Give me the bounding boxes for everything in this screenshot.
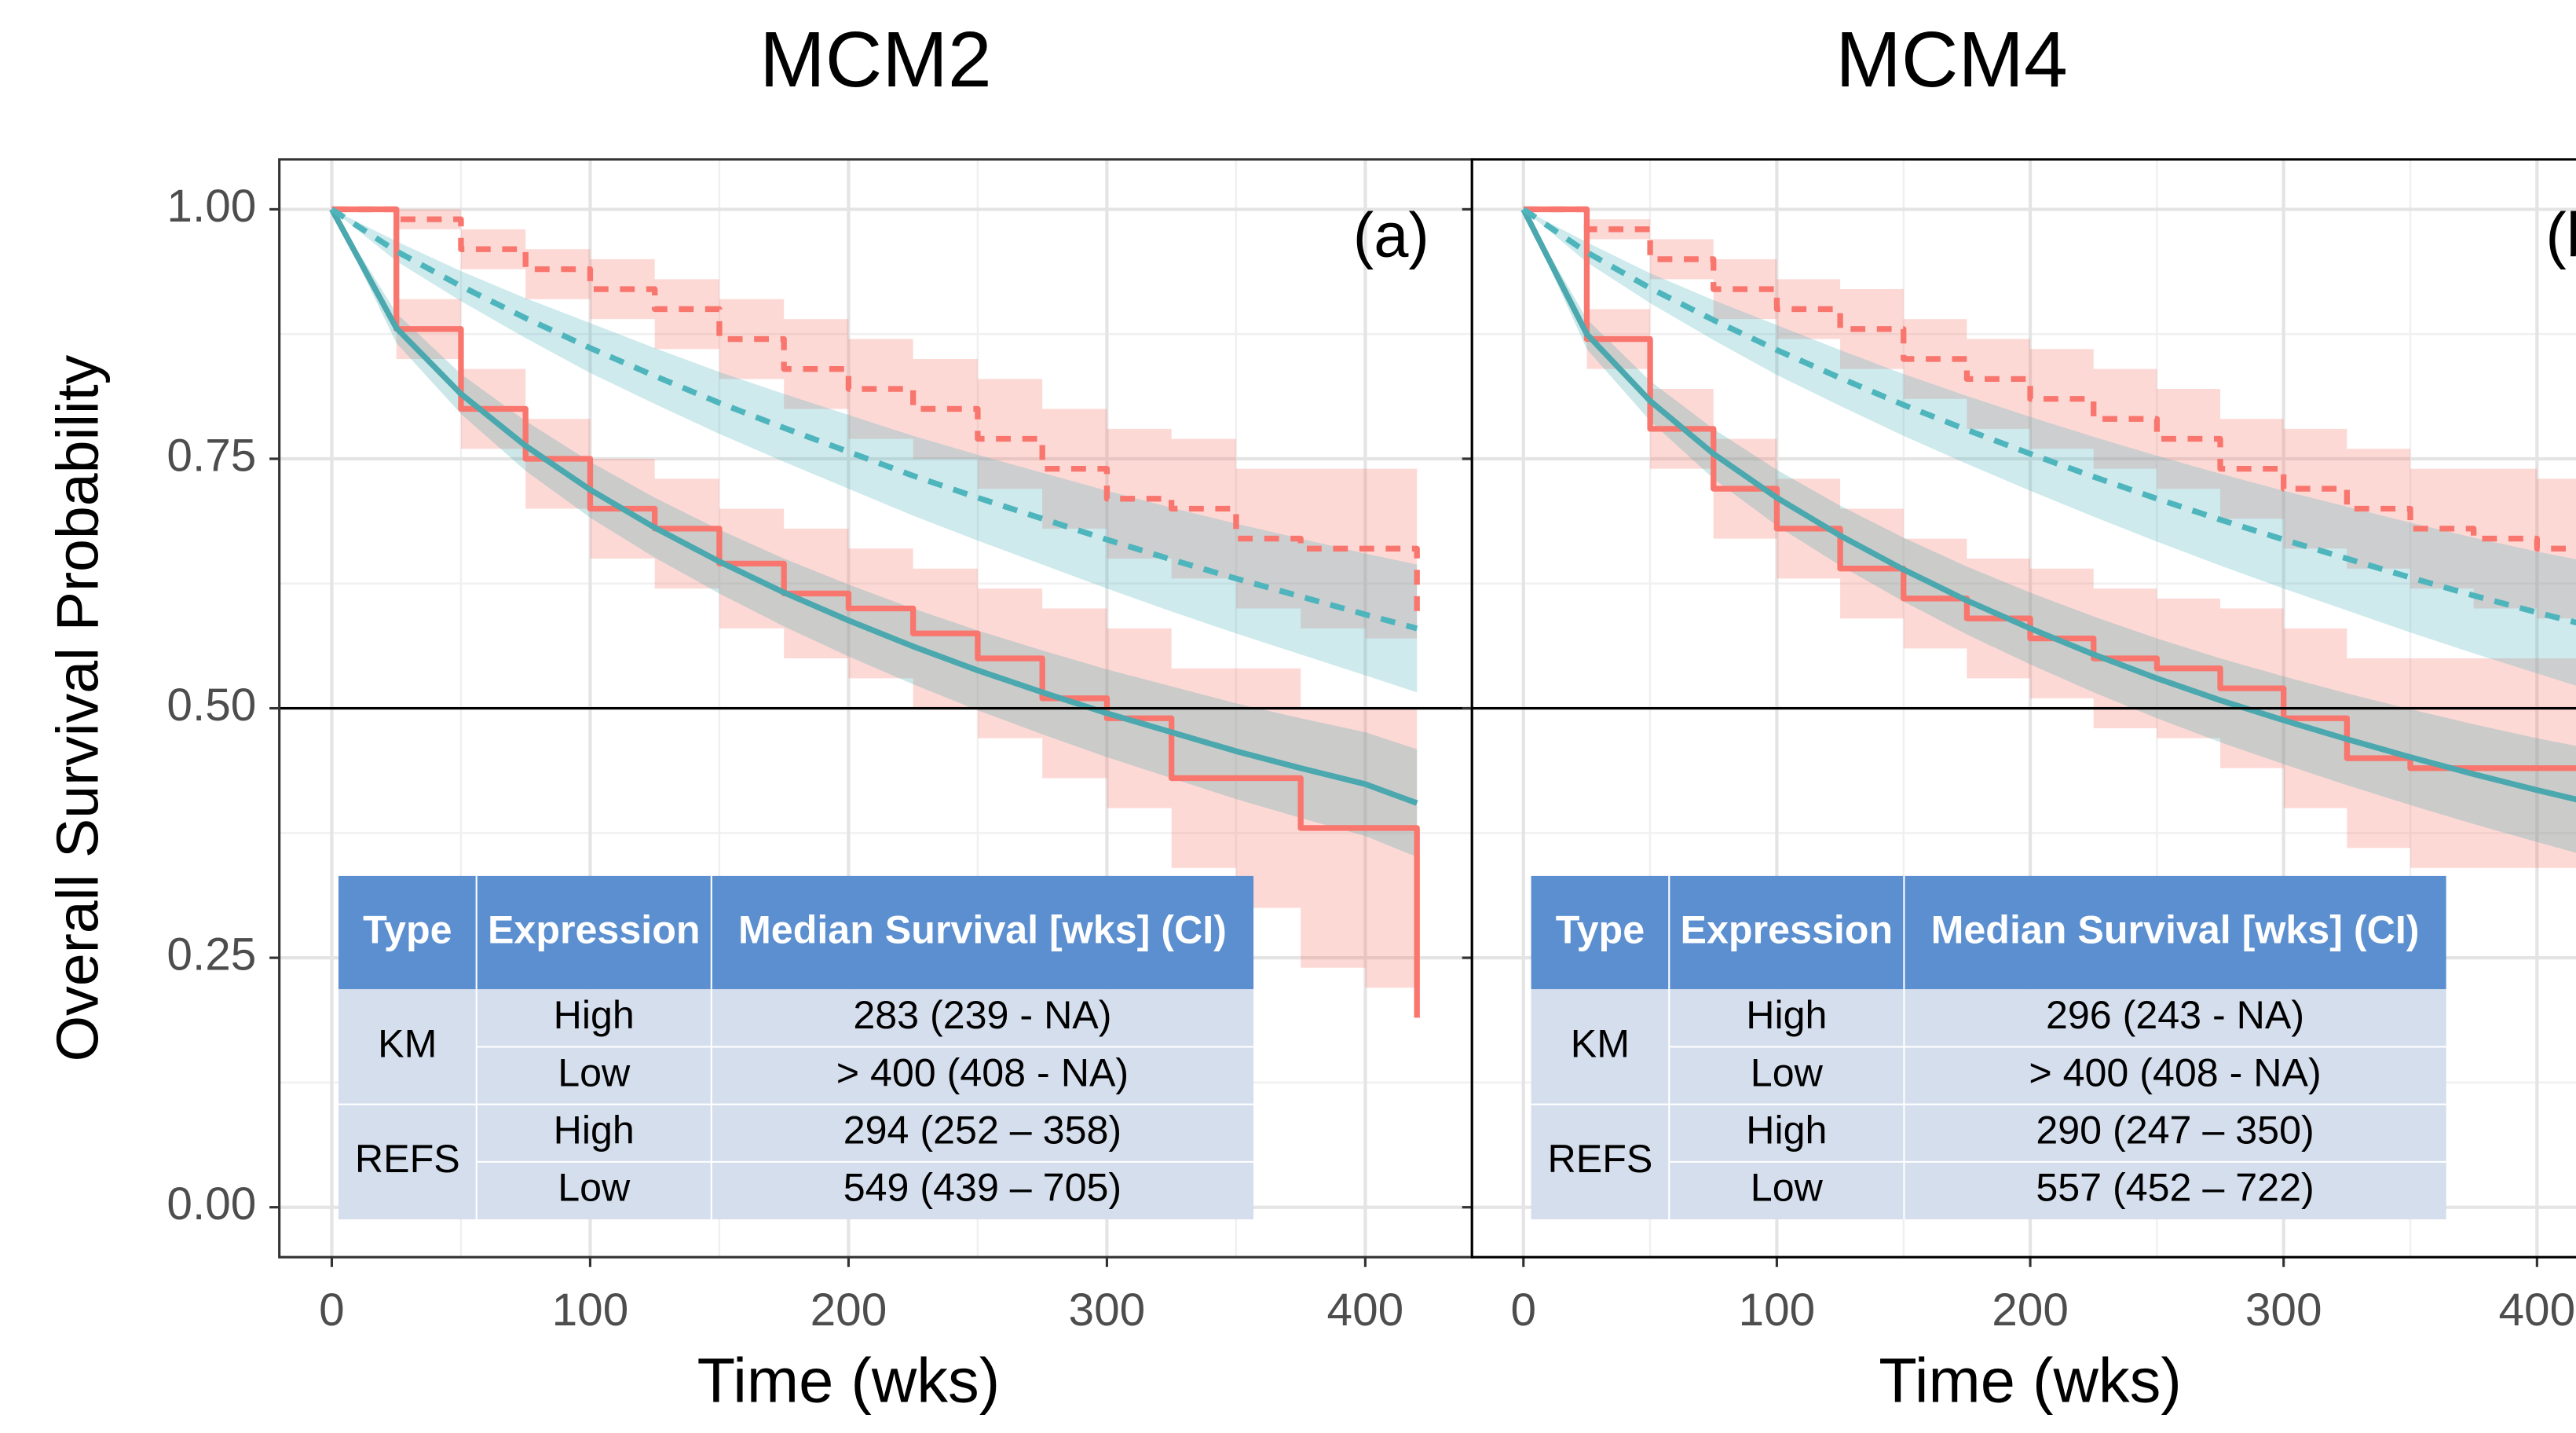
table-type-cell: REFS xyxy=(355,1137,460,1181)
confidence-band xyxy=(331,209,1418,693)
table-type-cell: KM xyxy=(378,1022,437,1066)
table-median-cell: 294 (252 – 358) xyxy=(843,1109,1122,1153)
table-expression-cell: High xyxy=(554,1109,635,1153)
confidence-band xyxy=(1523,209,2576,686)
table-median-cell: 290 (247 – 350) xyxy=(2036,1109,2314,1153)
panel-label: (a) xyxy=(1353,200,1429,269)
table-expression-cell: Low xyxy=(558,1050,631,1094)
table-header-bg xyxy=(1531,875,2446,990)
table-median-cell: 296 (243 - NA) xyxy=(2046,993,2304,1037)
survival-curve xyxy=(330,207,1418,632)
table-expression-cell: Low xyxy=(1751,1050,1824,1094)
table-expression-cell: High xyxy=(1746,1109,1827,1153)
table-header-cell: Median Survival [wks] (CI) xyxy=(738,907,1227,951)
x-tick-label: 0 xyxy=(319,1285,345,1336)
survival-curve xyxy=(329,207,1418,806)
y-tick-label: 0.25 xyxy=(166,929,256,980)
survival-curve xyxy=(1521,207,2576,626)
table-header-cell: Expression xyxy=(488,907,701,951)
x-tick-label: 200 xyxy=(810,1285,887,1336)
panel-label: (b) xyxy=(2545,200,2576,269)
table-header-cell: Type xyxy=(1556,907,1645,951)
confidence-band xyxy=(331,209,1418,738)
confidence-band xyxy=(331,209,1418,857)
confidence-band xyxy=(1523,209,2576,853)
table-expression-cell: High xyxy=(1746,993,1827,1037)
table-expression-cell: Low xyxy=(558,1166,631,1210)
table-expression-cell: Low xyxy=(1751,1166,1824,1210)
panel-title: MCM2 xyxy=(759,16,992,104)
confidence-band xyxy=(1523,209,2576,619)
table-type-cell: REFS xyxy=(1548,1137,1653,1181)
x-axis-label: Time (wks) xyxy=(697,1345,1001,1415)
table-header-cell: Expression xyxy=(1681,907,1894,951)
y-tick-label: 1.00 xyxy=(166,181,256,232)
survival-curve xyxy=(1520,207,2576,803)
x-tick-label: 300 xyxy=(2245,1285,2322,1336)
table-header-cell: Type xyxy=(363,907,452,951)
table-median-cell: 557 (452 – 722) xyxy=(2036,1166,2314,1210)
panel-title: MCM4 xyxy=(1835,16,2068,104)
y-axis-label: Overall Survival Probability xyxy=(45,354,111,1061)
table-median-cell: 549 (439 – 705) xyxy=(843,1166,1122,1210)
x-tick-label: 200 xyxy=(1992,1285,2069,1336)
survival-curve xyxy=(331,206,1420,619)
table-header-bg xyxy=(338,875,1254,990)
x-tick-label: 300 xyxy=(1069,1285,1146,1336)
survival-curve xyxy=(331,206,1420,1018)
table-median-cell: 283 (239 - NA) xyxy=(853,993,1111,1037)
confidence-band xyxy=(331,209,1418,1158)
x-axis-label: Time (wks) xyxy=(1879,1345,2182,1415)
x-tick-label: 100 xyxy=(552,1285,629,1336)
table-median-cell: > 400 (408 - NA) xyxy=(2029,1050,2321,1094)
confidence-band xyxy=(1523,209,2576,868)
table-median-cell: > 400 (408 - NA) xyxy=(836,1050,1129,1094)
x-tick-label: 400 xyxy=(1327,1285,1404,1336)
y-tick-label: 0.00 xyxy=(166,1178,256,1230)
table-expression-cell: High xyxy=(554,993,635,1037)
y-tick-label: 0.50 xyxy=(166,680,256,731)
x-tick-label: 0 xyxy=(1510,1285,1536,1336)
table-type-cell: KM xyxy=(1571,1022,1630,1066)
x-tick-label: 400 xyxy=(2499,1285,2576,1336)
plot-border xyxy=(1470,158,2576,1259)
x-tick-label: 100 xyxy=(1739,1285,1816,1336)
y-tick-label: 0.75 xyxy=(166,430,256,481)
table-header-cell: Median Survival [wks] (CI) xyxy=(1931,907,2420,951)
